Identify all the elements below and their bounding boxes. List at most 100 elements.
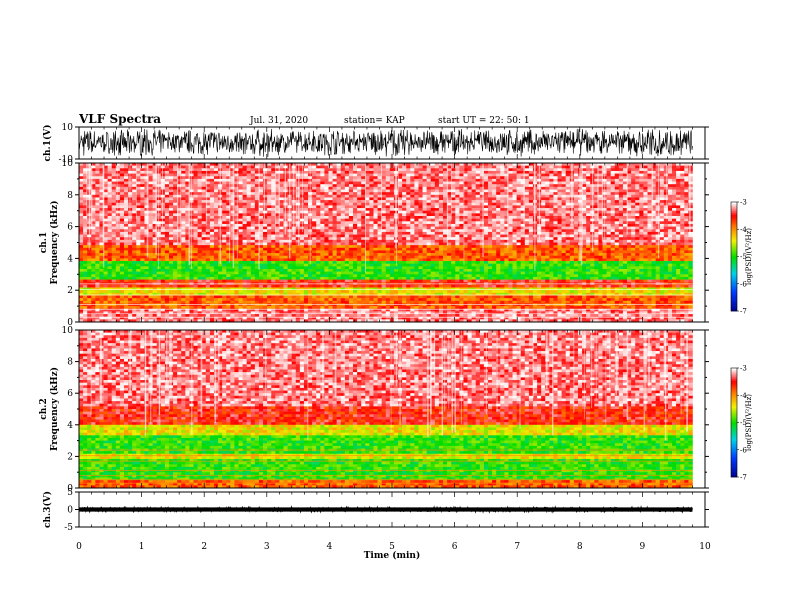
- spectrogram-cell: [324, 163, 329, 166]
- spectrogram-cell: [381, 178, 387, 182]
- spectrogram-cell: [119, 226, 125, 230]
- spectrogram-cell: [582, 231, 587, 235]
- spectrogram-cell: [209, 247, 215, 251]
- spectrogram-cell: [369, 170, 374, 174]
- spectrogram-cell: [119, 221, 125, 225]
- spectrogram-cell: [565, 168, 571, 172]
- spectrogram-cell: [434, 173, 440, 177]
- spectrogram-cell: [230, 202, 235, 206]
- spectrogram-cell: [299, 221, 305, 225]
- spectrogram-cell: [659, 186, 665, 190]
- spectrogram-cell: [336, 245, 342, 249]
- spectrogram-cell: [463, 186, 468, 190]
- spectrogram-cell: [414, 223, 419, 227]
- spectrogram-cell: [598, 245, 603, 249]
- spectrogram-cell: [516, 239, 522, 243]
- spectrogram-cell: [659, 216, 665, 219]
- spectrogram-cell: [541, 218, 546, 222]
- spectrogram-cell: [213, 223, 219, 227]
- spectrogram-cell: [622, 165, 628, 169]
- spectrogram-cell: [365, 237, 370, 241]
- spectrogram-cell: [610, 242, 616, 246]
- spectrogram-cell: [230, 226, 235, 230]
- spectrogram-cell: [422, 194, 427, 198]
- spectrogram-cell: [381, 202, 387, 206]
- spectrogram-cell: [365, 239, 370, 243]
- spectrogram-cell: [406, 165, 411, 169]
- spectrogram-cell: [246, 234, 252, 238]
- spectrogram-cell: [426, 181, 432, 185]
- spectrogram-cell: [504, 221, 509, 225]
- spectrogram-cell: [631, 216, 636, 219]
- spectrogram-cell: [213, 192, 219, 196]
- spectrogram-cell: [148, 170, 153, 174]
- spectrogram-cell: [676, 245, 681, 249]
- spectrogram-cell: [250, 205, 256, 209]
- spectrogram-cell: [451, 221, 456, 225]
- spectrogram-cell: [622, 200, 628, 204]
- spectrogram-cell: [377, 239, 382, 243]
- spectrogram-cell: [136, 242, 141, 246]
- spectrogram-cell: [676, 208, 681, 211]
- spectrogram-cell: [246, 218, 252, 222]
- spectrogram-cell: [606, 221, 611, 225]
- spectrogram-cell: [103, 239, 108, 243]
- spectrogram-cell: [565, 213, 571, 217]
- spectrogram-cell: [643, 226, 648, 230]
- spectrogram-cell: [426, 213, 432, 217]
- spectrogram-cell: [647, 170, 652, 174]
- spectrogram-cell: [618, 205, 624, 209]
- spectrogram-cell: [631, 202, 636, 206]
- spectrogram-cell: [516, 194, 522, 198]
- spectrogram-cell: [373, 234, 378, 238]
- spectrogram-cell: [475, 165, 481, 169]
- spectrogram-cell: [181, 237, 186, 241]
- spectrogram-cell: [119, 234, 125, 238]
- spectrogram-cell: [471, 168, 477, 172]
- spectrogram-cell: [676, 229, 681, 233]
- spectrogram-cell: [508, 223, 513, 227]
- spectrogram-cell: [438, 205, 444, 209]
- spectrogram-cell: [639, 176, 644, 180]
- spectrogram-cell: [144, 181, 149, 185]
- spectrogram-cell: [365, 205, 370, 209]
- spectrogram-cell: [246, 178, 252, 182]
- spectrogram-cell: [631, 194, 636, 198]
- spectrogram-cell: [91, 223, 96, 227]
- spectrogram-cell: [234, 197, 239, 201]
- spectrogram-cell: [385, 208, 391, 211]
- spectrogram-cell: [340, 208, 346, 211]
- spectrogram-cell: [328, 202, 333, 206]
- spectrogram-cell: [303, 194, 309, 198]
- spectrogram-cell: [377, 197, 382, 201]
- spectrogram-cell: [365, 216, 370, 219]
- spectrogram-cell: [353, 181, 358, 185]
- spectrogram-cell: [332, 208, 337, 211]
- spectrogram-cell: [332, 231, 337, 235]
- spectrogram-cell: [271, 226, 276, 230]
- spectrogram-cell: [594, 242, 599, 246]
- spectrogram-cell: [250, 218, 256, 222]
- spectrogram-cell: [373, 173, 378, 177]
- spectrogram-cell: [132, 234, 137, 238]
- spectrogram-cell: [344, 165, 350, 169]
- spectrogram-cell: [254, 226, 260, 230]
- spectrogram-cell: [336, 170, 342, 174]
- spectrogram-cell: [79, 221, 84, 225]
- spectrogram-cell: [520, 170, 526, 174]
- spectrogram-cell: [144, 165, 149, 169]
- spectrogram-cell: [123, 223, 129, 227]
- spectrogram-cell: [496, 221, 501, 225]
- spectrogram-cell: [119, 213, 125, 217]
- spectrogram-cell: [299, 170, 305, 174]
- spectrogram-cell: [303, 192, 309, 196]
- spectrogram-cell: [246, 168, 252, 172]
- spectrogram-cell: [91, 229, 96, 233]
- spectrogram-cell: [508, 205, 513, 209]
- spectrogram-cell: [410, 242, 415, 246]
- spectrogram-cell: [295, 229, 301, 233]
- spectrogram-cell: [357, 223, 362, 227]
- spectrogram-cell: [582, 200, 587, 204]
- spectrogram-cell: [594, 229, 599, 233]
- spectrogram-cell: [197, 189, 202, 193]
